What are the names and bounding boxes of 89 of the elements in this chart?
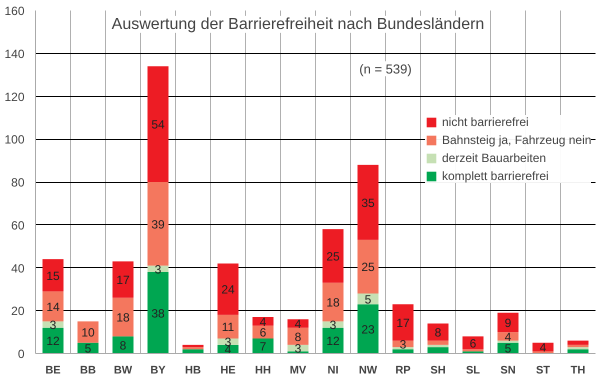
y-tick-label: 80 — [11, 176, 25, 190]
x-tick-label: MV — [290, 364, 307, 376]
bar — [498, 312, 518, 332]
bar — [148, 66, 168, 182]
data-label: 12 — [46, 334, 60, 348]
data-label: 38 — [151, 306, 165, 320]
data-label: 6 — [470, 336, 477, 350]
data-label: 17 — [116, 273, 130, 288]
data-label: 15 — [46, 268, 60, 283]
bar — [252, 338, 274, 354]
x-tick-label: HH — [255, 364, 271, 376]
x-tick-label: HE — [220, 364, 236, 376]
y-tick-label: 0 — [18, 347, 25, 361]
data-label: 4 — [294, 316, 302, 331]
x-tick-label: BE — [45, 364, 61, 376]
data-label: 17 — [396, 316, 410, 330]
data-label: 8 — [434, 326, 442, 340]
data-label: 35 — [361, 196, 375, 210]
data-label: 5 — [364, 292, 372, 306]
y-tick-label: 140 — [4, 46, 25, 61]
y-tick-label: 20 — [11, 304, 25, 318]
x-tick-label: SH — [430, 364, 446, 376]
x-tick-label: SN — [500, 364, 516, 376]
data-label: 3 — [400, 337, 407, 352]
legend-label: Bahnsteig ja, Fahrzeug nein — [442, 133, 592, 147]
legend-label: komplett barrierefrei — [442, 169, 549, 183]
x-tick-label: BY — [150, 364, 166, 376]
x-tick-label: ST — [536, 364, 550, 376]
chart-title: Auswertung der Barrierefreiheit nach Bundesländern — [112, 16, 484, 33]
bar — [392, 304, 414, 341]
data-label: 9 — [504, 316, 512, 330]
legend-label: derzeit Bauarbeiten — [442, 151, 546, 165]
x-tick-label: SL — [466, 364, 480, 376]
data-label: 25 — [326, 249, 340, 264]
bar — [42, 259, 64, 292]
y-tick-label: 40 — [11, 261, 25, 276]
x-tick-label: TH — [570, 364, 586, 376]
bar — [112, 298, 134, 336]
data-label: 18 — [326, 296, 340, 310]
x-tick-label: BW — [114, 364, 133, 376]
y-tick-label: 60 — [11, 218, 25, 232]
bar — [358, 164, 378, 240]
data-label: 12 — [326, 334, 340, 348]
data-label: 4 — [504, 330, 512, 344]
data-label: 7 — [260, 339, 267, 354]
data-label: 11 — [222, 320, 235, 334]
data-label: 25 — [361, 260, 375, 274]
bar — [112, 261, 134, 298]
bar — [148, 182, 168, 266]
bar — [182, 349, 204, 354]
bar — [358, 240, 378, 294]
bar — [428, 347, 448, 354]
legend-label: nicht barrierefrei — [442, 115, 529, 129]
data-label: 39 — [151, 217, 165, 232]
y-tick-label: 160 — [4, 4, 25, 18]
x-tick-label: NW — [358, 364, 378, 376]
bar — [568, 349, 588, 354]
bar — [392, 349, 414, 354]
data-label: 24 — [221, 282, 235, 297]
bar — [148, 272, 168, 354]
y-tick-label: 100 — [4, 132, 25, 147]
data-label: 5 — [84, 342, 92, 356]
x-tick-label: HB — [185, 364, 201, 376]
data-label: 18 — [116, 310, 130, 325]
bar — [182, 344, 204, 348]
data-label: 10 — [81, 326, 95, 340]
x-tick-label: NI — [328, 364, 338, 376]
data-label: 54 — [151, 118, 165, 132]
bar — [288, 319, 308, 328]
bar — [218, 314, 238, 338]
x-tick-label: RP — [395, 364, 411, 376]
bar — [322, 282, 344, 322]
bar — [218, 263, 238, 315]
bar — [322, 229, 344, 283]
bar — [428, 344, 448, 348]
data-label: 5 — [504, 342, 512, 356]
bar — [358, 304, 378, 354]
bar — [568, 344, 588, 348]
annotation: (n = 539) — [359, 61, 412, 76]
data-label: 23 — [361, 322, 375, 336]
bar — [428, 340, 448, 345]
data-label: 14 — [46, 300, 60, 314]
bar — [568, 340, 588, 345]
x-tick-label: BB — [80, 364, 96, 376]
data-label: 4 — [540, 340, 547, 355]
bar — [42, 291, 64, 322]
data-label: 8 — [294, 330, 302, 344]
y-tick-label: 120 — [4, 90, 25, 104]
data-label: 8 — [120, 338, 127, 352]
